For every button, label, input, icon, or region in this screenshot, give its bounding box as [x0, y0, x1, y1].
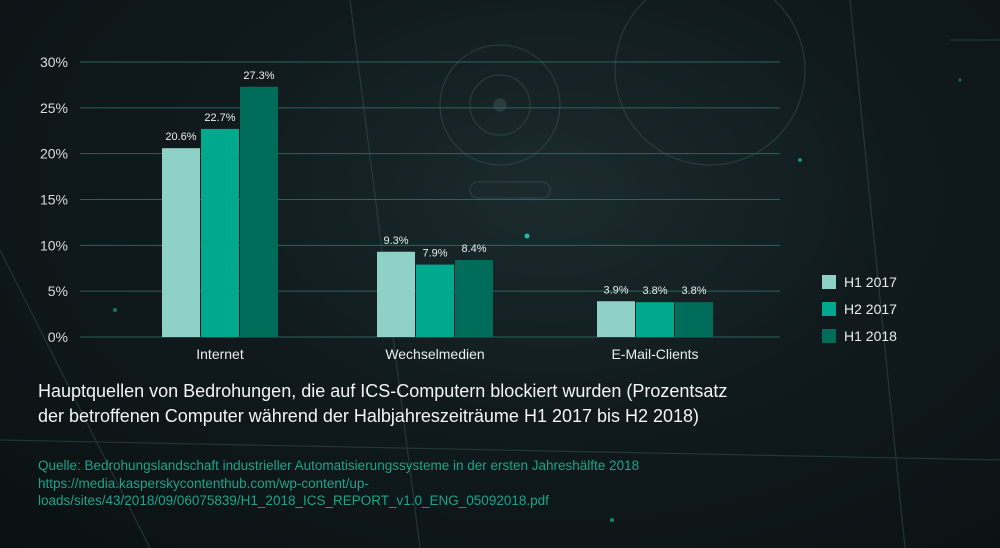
- data-label: 9.3%: [383, 235, 408, 247]
- bar: [597, 301, 635, 337]
- chart-caption: Hauptquellen von Bedrohungen, die auf IC…: [38, 379, 918, 429]
- data-label: 7.9%: [422, 248, 447, 260]
- legend-swatch-h1-2017: [822, 274, 836, 289]
- bar: [416, 264, 454, 337]
- data-label: 3.9%: [603, 284, 628, 296]
- legend-swatch-h1-2018: [822, 328, 836, 343]
- source-line-2: https://media.kasperskycontenthub.com/wp…: [38, 475, 369, 491]
- bar: [201, 128, 239, 337]
- y-tick-label: 0%: [48, 329, 68, 345]
- data-label: 20.6%: [165, 131, 196, 143]
- x-category-label: Wechselmedien: [385, 346, 484, 362]
- data-label: 8.4%: [461, 243, 486, 255]
- legend-label-h1-2018: H1 2018: [844, 327, 897, 344]
- data-label: 3.8%: [681, 285, 706, 297]
- x-category-label: Internet: [196, 346, 244, 362]
- y-tick-label: 25%: [40, 100, 68, 116]
- y-tick-label: 5%: [48, 283, 68, 299]
- y-tick-label: 30%: [40, 54, 68, 70]
- bar: [675, 302, 713, 337]
- legend-swatch-h2-2017: [822, 301, 836, 316]
- chart-legend: H1 2017 H2 2017 H1 2018: [822, 268, 897, 349]
- legend-item-h1-2017: H1 2017: [822, 268, 897, 295]
- bar: [377, 251, 415, 337]
- bar-chart: 0% 5% 10% 15% 20% 25% 30% 20.6% 22.7% 27.3% Intern…: [40, 54, 780, 362]
- source-line-3: loads/sites/43/2018/09/06075839/H1_2018_…: [38, 493, 549, 508]
- data-label: 3.8%: [642, 285, 667, 297]
- legend-label-h2-2017: H2 2017: [844, 300, 897, 317]
- x-category-label: E-Mail-Clients: [611, 346, 698, 362]
- legend-item-h2-2017: H2 2017: [822, 295, 897, 322]
- legend-label-h1-2017: H1 2017: [844, 273, 897, 290]
- data-label: 22.7%: [204, 112, 235, 124]
- bar: [162, 148, 200, 337]
- y-tick-label: 15%: [40, 192, 68, 208]
- caption-line-1: Hauptquellen von Bedrohungen, die auf IC…: [38, 381, 728, 401]
- y-tick-label: 10%: [40, 237, 68, 253]
- bar: [240, 86, 278, 337]
- y-tick-label: 20%: [40, 146, 68, 162]
- bar: [636, 302, 674, 337]
- data-label: 27.3%: [243, 70, 274, 82]
- bar: [455, 260, 493, 337]
- source-note: Quelle: Bedrohungslandschaft industriell…: [38, 457, 938, 510]
- caption-line-2: der betroffenen Computer während der Hal…: [38, 406, 700, 426]
- source-line-1: Quelle: Bedrohungslandschaft industriell…: [38, 458, 640, 473]
- legend-item-h1-2018: H1 2018: [822, 322, 897, 349]
